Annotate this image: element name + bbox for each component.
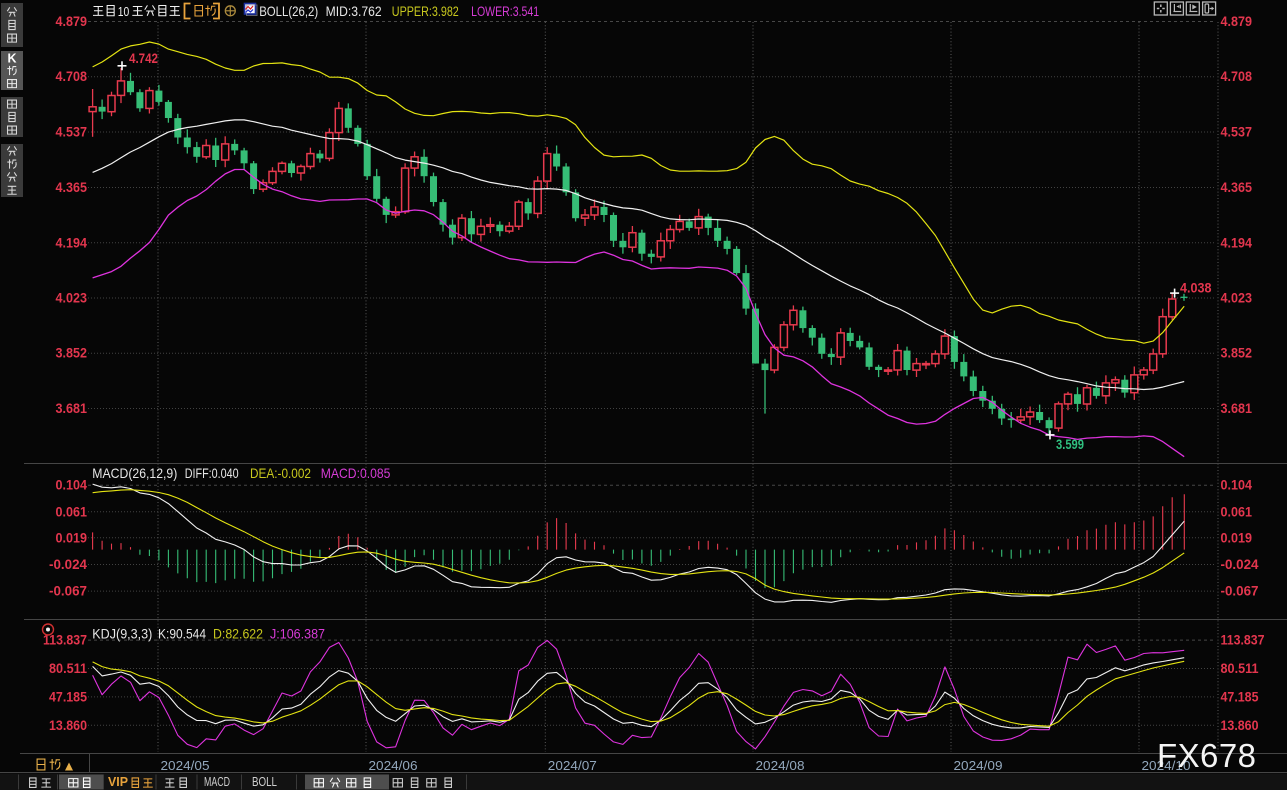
svg-text:4.023: 4.023	[56, 291, 88, 306]
svg-text:VIP: VIP	[108, 775, 128, 789]
svg-text:4.537: 4.537	[56, 125, 88, 140]
svg-text:10: 10	[118, 4, 130, 19]
svg-text:0.104: 0.104	[56, 478, 88, 493]
svg-text:0.104: 0.104	[1221, 478, 1253, 493]
svg-text:LOWER:3.541: LOWER:3.541	[471, 3, 539, 19]
svg-text:0.061: 0.061	[56, 504, 88, 519]
svg-text:4.365: 4.365	[56, 180, 88, 195]
svg-text:4.537: 4.537	[1221, 125, 1253, 140]
svg-text:2024/08: 2024/08	[756, 758, 805, 773]
svg-text:2024/10: 2024/10	[1142, 758, 1191, 773]
svg-text:D:82.622: D:82.622	[213, 626, 263, 642]
svg-text:3.852: 3.852	[56, 346, 88, 361]
svg-text:13.860: 13.860	[1221, 718, 1259, 733]
svg-text:4.194: 4.194	[56, 235, 88, 250]
svg-text:-0.024: -0.024	[1221, 557, 1259, 572]
svg-text:4.194: 4.194	[1221, 235, 1253, 250]
svg-text:BOLL: BOLL	[252, 775, 277, 789]
svg-text:BOLL(26,2): BOLL(26,2)	[259, 3, 318, 19]
svg-text:3.681: 3.681	[1221, 401, 1253, 416]
svg-text:47.185: 47.185	[49, 689, 87, 704]
svg-text:0.019: 0.019	[56, 530, 88, 545]
svg-text:0.019: 0.019	[1221, 530, 1253, 545]
svg-text:13.860: 13.860	[49, 718, 87, 733]
svg-text:MACD(26,12,9): MACD(26,12,9)	[92, 465, 177, 481]
svg-text:80.511: 80.511	[1221, 661, 1259, 676]
svg-text:3.681: 3.681	[56, 401, 88, 416]
svg-text:-0.024: -0.024	[49, 557, 87, 572]
svg-text:4.708: 4.708	[1221, 69, 1253, 84]
svg-text:DEA:-0.002: DEA:-0.002	[250, 465, 311, 481]
svg-text:4.879: 4.879	[56, 14, 88, 29]
svg-text:4.365: 4.365	[1221, 180, 1253, 195]
svg-text:MACD:0.085: MACD:0.085	[321, 465, 391, 481]
svg-text:4.038: 4.038	[1180, 281, 1212, 296]
svg-text:2024/06: 2024/06	[369, 758, 418, 773]
svg-text:0.061: 0.061	[1221, 504, 1253, 519]
svg-text:MACD: MACD	[204, 775, 230, 789]
svg-text:3.599: 3.599	[1056, 437, 1084, 452]
svg-text:113.837: 113.837	[1221, 633, 1265, 648]
svg-text:3.852: 3.852	[1221, 346, 1253, 361]
svg-text:K: K	[7, 51, 16, 65]
svg-text:2024/07: 2024/07	[548, 758, 597, 773]
svg-text:4.023: 4.023	[1221, 291, 1253, 306]
svg-text:4.879: 4.879	[1221, 14, 1253, 29]
svg-text:4.742: 4.742	[129, 51, 158, 66]
svg-text:80.511: 80.511	[49, 661, 87, 676]
svg-text:UPPER:3.982: UPPER:3.982	[392, 3, 459, 19]
svg-text:FX678: FX678	[1157, 737, 1256, 774]
svg-text:DIFF:0.040: DIFF:0.040	[185, 465, 239, 481]
svg-text:2024/05: 2024/05	[161, 758, 210, 773]
svg-text:-0.067: -0.067	[1221, 584, 1259, 599]
svg-text:4.708: 4.708	[56, 69, 88, 84]
svg-text:KDJ(9,3,3): KDJ(9,3,3)	[92, 626, 152, 642]
svg-text:2024/09: 2024/09	[954, 758, 1003, 773]
svg-text:K:90.544: K:90.544	[158, 626, 206, 642]
svg-text:J:106.387: J:106.387	[270, 626, 325, 642]
svg-text:47.185: 47.185	[1221, 689, 1259, 704]
svg-text:-0.067: -0.067	[49, 584, 87, 599]
svg-text:MID:3.762: MID:3.762	[326, 3, 382, 19]
svg-text:113.837: 113.837	[43, 633, 87, 648]
